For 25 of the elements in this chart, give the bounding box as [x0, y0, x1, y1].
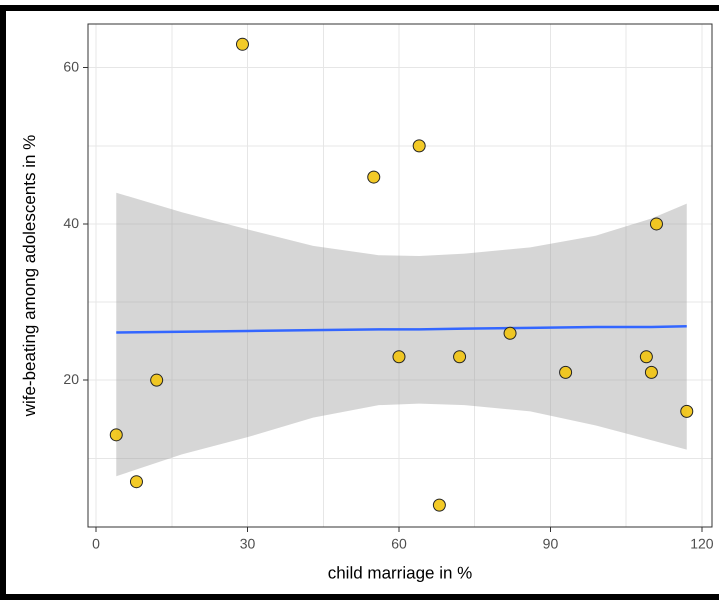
x-tick-label: 0 — [92, 535, 100, 552]
x-tick-label: 90 — [542, 535, 558, 552]
point — [640, 350, 653, 364]
point — [644, 366, 658, 379]
y-tick-label: 40 — [63, 214, 80, 231]
point — [130, 475, 143, 488]
point — [453, 350, 466, 364]
point — [680, 404, 694, 418]
point — [559, 366, 572, 379]
point — [367, 170, 380, 184]
x-tick-label: 120 — [690, 535, 714, 552]
x-tick-label: 30 — [240, 535, 256, 552]
y-axis-title: wife-beating among adolescents in % — [20, 134, 39, 418]
point — [150, 374, 164, 387]
point — [432, 498, 446, 512]
point — [504, 326, 517, 340]
y-tick-label: 60 — [63, 58, 80, 75]
point — [110, 428, 123, 442]
point — [236, 38, 249, 51]
point — [392, 350, 406, 364]
y-tick-label: 20 — [63, 371, 80, 388]
point — [412, 139, 426, 152]
point — [650, 217, 663, 230]
x-axis-title: child marriage in % — [328, 563, 472, 582]
x-tick-label: 60 — [391, 535, 407, 552]
